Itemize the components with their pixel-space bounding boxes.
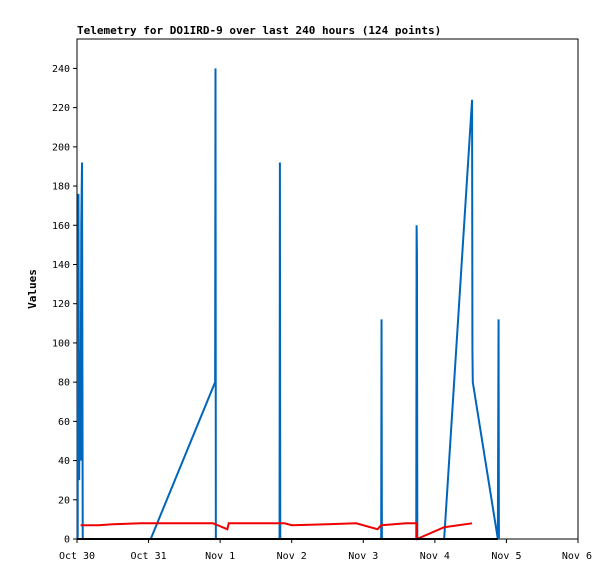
y-tick-label: 220 [52, 103, 70, 114]
x-tick-label: Oct 31 [131, 551, 167, 562]
y-tick-label: 100 [52, 338, 70, 349]
y-tick-label: 160 [52, 221, 70, 232]
y-tick-label: 180 [52, 182, 70, 193]
x-tick-label: Nov 2 [277, 551, 307, 562]
series-layer [76, 68, 500, 541]
x-tick-label: Nov 3 [348, 551, 378, 562]
x-axis-ticks: Oct 30 Oct 31 Nov 1 Nov 2 Nov 3 Nov 4 Nov 5 Nov… [59, 539, 592, 562]
y-tick-label: 200 [52, 142, 70, 153]
series-line-1 [80, 522, 473, 541]
y-tick-label: 80 [58, 378, 70, 389]
y-tick-label: 40 [58, 456, 70, 467]
y-tick-label: 120 [52, 299, 70, 310]
plot-frame [76, 38, 579, 540]
y-axis-ticks: 0 20 40 60 80 100 120 140 160 180 200 220 240 [52, 64, 77, 546]
x-tick-label: Nov 6 [562, 551, 592, 562]
x-tick-label: Nov 1 [205, 551, 235, 562]
y-axis-label: Values [26, 269, 39, 309]
y-tick-label: 0 [64, 535, 70, 546]
y-tick-label: 20 [58, 495, 70, 506]
x-tick-label: Nov 4 [420, 551, 450, 562]
y-tick-label: 140 [52, 260, 70, 271]
x-tick-label: Nov 5 [491, 551, 521, 562]
x-tick-label: Oct 30 [59, 551, 95, 562]
y-tick-label: 240 [52, 64, 70, 75]
y-tick-label: 60 [58, 417, 70, 428]
series-line-0 [76, 68, 500, 540]
chart-title: Telemetry for DO1IRD-9 over last 240 hou… [77, 24, 441, 37]
